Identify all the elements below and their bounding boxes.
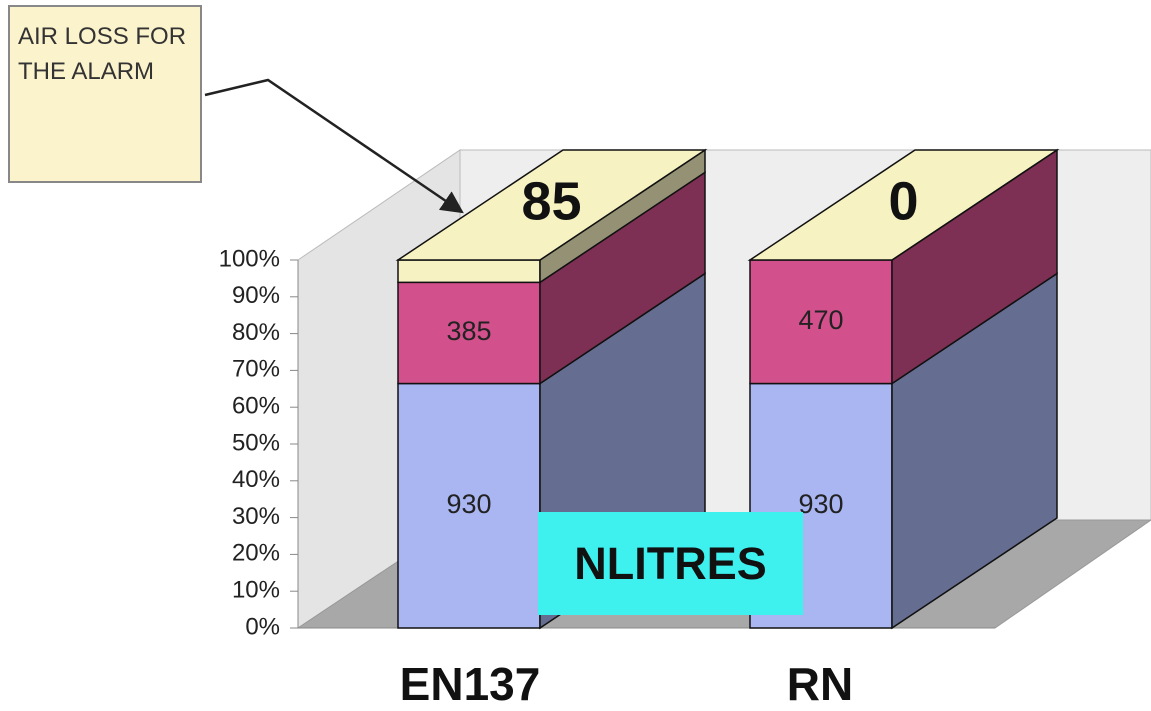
y-tick-label: 0%: [245, 613, 280, 640]
y-tick-label: 90%: [232, 282, 280, 309]
bar-segment: [749, 259, 893, 385]
bar-segment: [397, 259, 541, 284]
y-tick-label: 20%: [232, 540, 280, 567]
data-label: 470: [798, 305, 843, 335]
y-tick-label: 60%: [232, 393, 280, 420]
data-label: 85: [521, 171, 581, 231]
y-tick-label: 30%: [232, 503, 280, 530]
axis-group: 0% 10% 20% 30% 40% 50% 60% 70% 80% 90% 100%: [219, 245, 298, 640]
y-tick-label: 10%: [232, 577, 280, 604]
data-label: 930: [446, 489, 491, 519]
x-tick-label: EN137: [400, 658, 541, 710]
data-label: 0: [888, 171, 918, 231]
x-tick-label: RN: [787, 658, 853, 710]
bar-segment: [397, 382, 541, 629]
bar-top: [395, 149, 708, 261]
bar-top: [747, 149, 1060, 261]
y-tick-label: 100%: [219, 245, 280, 272]
data-label: 385: [446, 316, 491, 346]
annotation-arrow: [204, 78, 464, 214]
bars-group: 930 385 85 EN137 930 470 0 RN: [395, 148, 1060, 710]
annotation: AIR LOSS FOR THE ALARM: [8, 5, 202, 183]
y-tick-label: 70%: [232, 356, 280, 383]
unit-label: NLITRES: [538, 512, 803, 615]
data-label: 930: [798, 489, 843, 519]
bar-segment: [397, 281, 541, 385]
y-tick-label: 40%: [232, 466, 280, 493]
y-tick-label: 50%: [232, 429, 280, 456]
y-tick-label: 80%: [232, 319, 280, 346]
